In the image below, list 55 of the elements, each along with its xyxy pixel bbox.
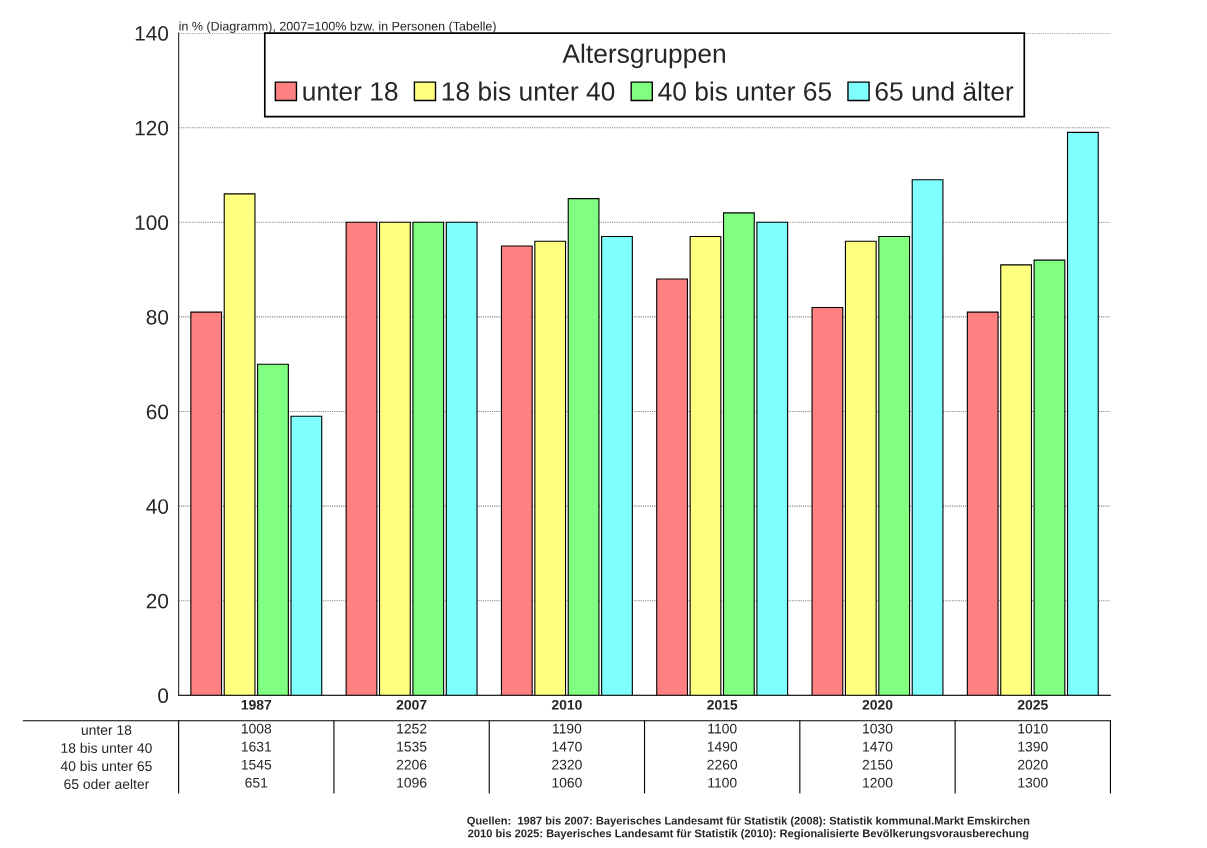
bar bbox=[911, 179, 944, 696]
data-label: 1300 bbox=[1018, 777, 1048, 788]
x-tick-label: 2015 bbox=[707, 699, 738, 710]
data-label: 1190 bbox=[553, 723, 582, 734]
data-label: 1100 bbox=[708, 723, 737, 734]
data-label: 1008 bbox=[241, 723, 272, 734]
legend-label: 40 bis unter 65 bbox=[658, 81, 832, 101]
bar bbox=[445, 221, 478, 696]
legend-label: 18 bis unter 40 bbox=[442, 81, 615, 101]
data-label: 1545 bbox=[241, 759, 272, 770]
data-label: 1631 bbox=[241, 741, 272, 752]
y-tick-label: 80 bbox=[146, 309, 169, 325]
x-tick-label: 2025 bbox=[1017, 699, 1048, 710]
data-label: 2260 bbox=[707, 759, 738, 770]
x-tick-label: 1987 bbox=[241, 699, 272, 710]
y-tick-label: unter 18 bbox=[81, 725, 132, 735]
data-label: 1252 bbox=[397, 723, 427, 734]
data-label: 1200 bbox=[863, 777, 893, 788]
data-label: 1470 bbox=[552, 741, 582, 752]
text: in % (Diagramm), 2007=100% bzw. in Personen (Tabelle) bbox=[179, 21, 496, 34]
text: 2010 bis 2025: Bayerisches Landesamt für Statistik (2010): Regionalisierte Bevölkerungsvorausberechung bbox=[468, 829, 1029, 840]
y-tick-label: 40 bbox=[146, 499, 169, 514]
y-tick-label: 20 bbox=[146, 593, 169, 609]
data-label: 1030 bbox=[863, 723, 893, 734]
data-label: 2150 bbox=[862, 759, 893, 770]
x-tick-label: 2020 bbox=[862, 699, 893, 710]
source-note: Quellen: 1987 bis 2007: Bayerisches Landesamt für Statistik (2008): Statistik kommunal.Markt Emskirchen bbox=[467, 816, 1030, 827]
legend-title: Altersgruppen bbox=[562, 43, 725, 69]
bar bbox=[190, 311, 223, 696]
data-label: 1535 bbox=[397, 741, 427, 752]
y-tick-label: 100 bbox=[135, 215, 169, 231]
data-label: 1060 bbox=[552, 777, 582, 788]
legend-label: unter 18 bbox=[303, 82, 398, 101]
y-tick-label: 0 bbox=[158, 688, 169, 704]
y-tick-label: 140 bbox=[135, 26, 169, 41]
data-label: 2206 bbox=[396, 759, 427, 770]
x-tick-label: 2010 bbox=[551, 699, 582, 710]
y-tick-label: 120 bbox=[135, 120, 169, 136]
data-label: 1470 bbox=[863, 741, 893, 752]
data-label: 2320 bbox=[552, 759, 582, 770]
y-tick-label: 18 bis unter 40 bbox=[61, 742, 152, 753]
data-label: 1096 bbox=[397, 777, 427, 788]
data-label: 1100 bbox=[708, 777, 737, 788]
x-tick-label: 2007 bbox=[396, 699, 427, 710]
bar bbox=[811, 306, 844, 696]
y-tick-label: 65 oder aelter bbox=[64, 778, 150, 790]
legend-label: 65 und älter bbox=[875, 81, 1014, 101]
bar bbox=[1066, 131, 1099, 696]
y-tick-label: 60 bbox=[146, 404, 169, 420]
data-label: 2020 bbox=[1018, 759, 1048, 770]
data-label: 1390 bbox=[1018, 741, 1048, 752]
data-label: 1010 bbox=[1018, 723, 1048, 734]
data-label: 651 bbox=[245, 777, 268, 788]
data-label: 1490 bbox=[707, 741, 738, 752]
y-tick-label: 40 bis unter 65 bbox=[60, 760, 152, 772]
